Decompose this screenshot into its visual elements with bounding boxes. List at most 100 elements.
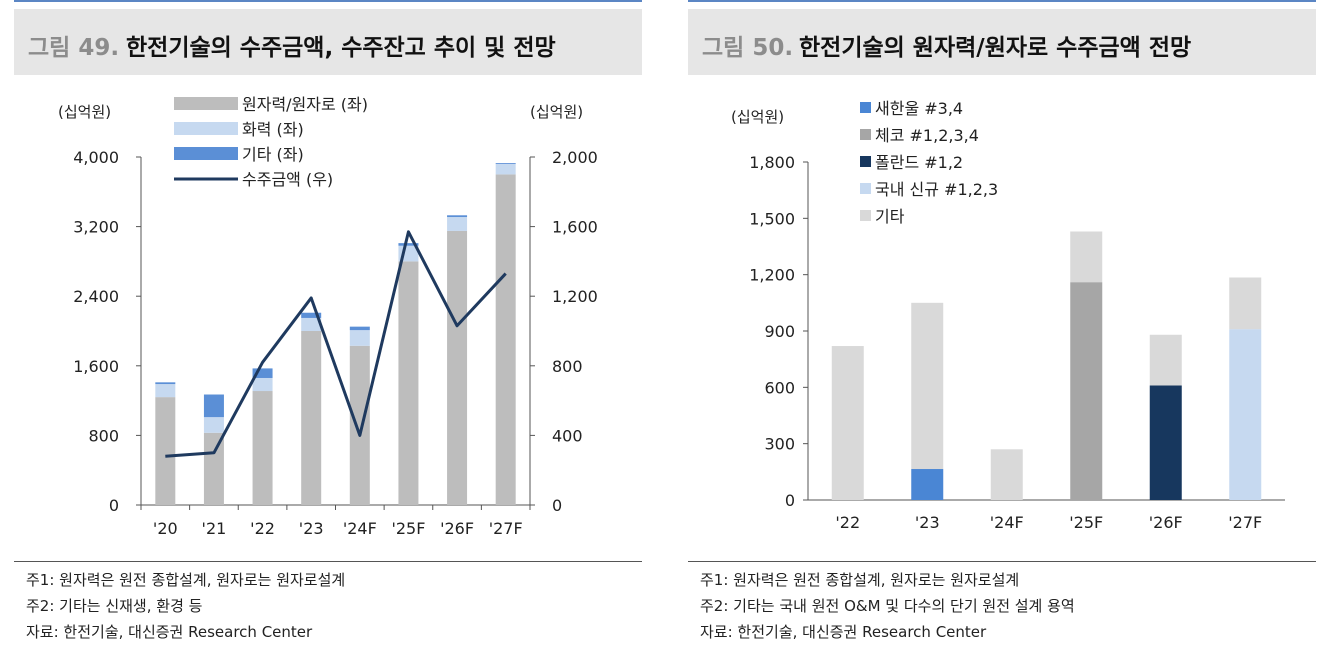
left-tick-label: 1,600	[73, 357, 119, 376]
left-tick-label: 900	[764, 322, 795, 341]
legend-swatch	[174, 147, 238, 160]
bar-segment	[990, 449, 1023, 500]
bar-segment	[911, 302, 944, 470]
bar-segment	[1229, 329, 1262, 500]
bar-segment	[447, 217, 468, 231]
x-tick-label: '24F	[990, 513, 1024, 532]
bar-segment	[252, 368, 273, 378]
legend-label: 폴란드 #1,2	[875, 153, 963, 172]
legend-swatch	[860, 129, 871, 140]
x-tick-label: '27F	[1228, 513, 1262, 532]
x-tick-label: '25F	[391, 519, 425, 538]
legend-label: 기타 (좌)	[242, 145, 304, 164]
legend-label: 새한울 #3,4	[875, 99, 963, 118]
x-tick-label: '22	[835, 513, 860, 532]
bar-segment	[495, 163, 516, 175]
left-tick-label: 4,000	[73, 148, 119, 167]
right-tick-label: 800	[552, 357, 583, 376]
figure-50-panel: 그림 50. 한전기술의 원자력/원자로 수주금액 전망 (십억원) 0 300 60…	[688, 0, 1318, 647]
bar-segment	[1229, 277, 1262, 330]
bar-segment	[155, 382, 176, 385]
figure-50-notes: 주1: 원자력은 원전 종합설계, 원자로는 원자로설계 주2: 기타는 국내 …	[700, 567, 1075, 645]
left-tick-label: 3,200	[73, 218, 119, 237]
left-tick-label: 2,400	[73, 287, 119, 306]
note-1: 주1: 원자력은 원전 종합설계, 원자로는 원자로설계	[26, 571, 346, 589]
legend-label: 원자력/원자로 (좌)	[242, 95, 368, 114]
bar-segment	[155, 397, 176, 505]
left-tick-label: 1,500	[749, 209, 795, 228]
legend-label: 체코 #1,2,3,4	[875, 126, 979, 145]
top-rule	[14, 0, 642, 2]
figure-50-title-box: 그림 50. 한전기술의 원자력/원자로 수주금액 전망	[688, 9, 1316, 75]
x-tick-label: '22	[250, 519, 275, 538]
right-axis-unit: (십억원)	[530, 103, 583, 121]
x-tick-label: '26F	[1149, 513, 1183, 532]
legend-swatch	[174, 122, 238, 135]
legend-swatch	[174, 97, 238, 110]
legend-label: 국내 신규 #1,2,3	[875, 180, 998, 199]
bar-segment	[1070, 231, 1103, 283]
source-note: 자료: 한전기술, 대신증권 Research Center	[26, 623, 313, 641]
legend-swatch	[860, 210, 871, 221]
figure-49-panel: 그림 49. 한전기술의 수주금액, 수주잔고 추이 및 전망 (십억원) (십억…	[14, 0, 644, 647]
figure-49-number: 그림 49.	[28, 35, 120, 61]
x-tick-label: '27F	[489, 519, 523, 538]
legend-swatch	[860, 156, 871, 167]
figure-49-title: 한전기술의 수주금액, 수주잔고 추이 및 전망	[126, 35, 556, 61]
bar-segment	[349, 330, 370, 346]
notes-rule	[688, 561, 1316, 562]
bar-segment	[349, 345, 370, 505]
legend-swatch	[860, 102, 871, 113]
bar-segment	[447, 230, 468, 505]
order-amount-line	[165, 230, 507, 458]
bar-segment	[301, 317, 322, 331]
figure-49-notes: 주1: 원자력은 원전 종합설계, 원자로는 원자로설계 주2: 기타는 신재생…	[26, 567, 345, 645]
left-tick-label: 0	[109, 496, 119, 515]
x-tick-label: '25F	[1069, 513, 1103, 532]
bar-segment	[911, 469, 944, 500]
bar-segment	[301, 331, 322, 505]
right-tick-label: 1,600	[552, 218, 598, 237]
note-2: 주2: 기타는 국내 원전 O&M 및 다수의 단기 원전 설계 용역	[700, 597, 1075, 615]
figure-50-number: 그림 50.	[702, 35, 794, 61]
bar-segment	[301, 312, 322, 318]
left-axis-unit: (십억원)	[731, 108, 784, 126]
bar-segment	[203, 432, 224, 505]
x-tick-label: '23	[299, 519, 324, 538]
left-tick-label: 0	[785, 491, 795, 510]
x-tick-label: '23	[915, 513, 940, 532]
note-2: 주2: 기타는 신재생, 환경 등	[26, 597, 203, 615]
x-tick-label: '21	[202, 519, 227, 538]
figure-49-chart: (십억원) (십억원) 0 0 800 400 1,600 800 2,400 1,200 3,20…	[58, 95, 598, 538]
bar-segment	[203, 394, 224, 418]
bar-segment	[1070, 282, 1103, 500]
x-tick-label: '24F	[343, 519, 377, 538]
right-tick-label: 1,200	[552, 287, 598, 306]
source-note: 자료: 한전기술, 대신증권 Research Center	[700, 623, 987, 641]
bar-segment	[447, 215, 468, 218]
bar-segment	[203, 417, 224, 433]
top-rule	[688, 0, 1316, 2]
legend-label: 화력 (좌)	[242, 120, 304, 139]
notes-rule	[14, 561, 642, 562]
right-tick-label: 0	[552, 496, 562, 515]
figure-50-chart: (십억원) 0 300 600 900 1,200 1,500 1,800 '22 '23 '24F…	[731, 99, 1285, 532]
legend-label: 기타	[875, 207, 905, 226]
left-tick-label: 300	[764, 435, 795, 454]
bar-segment	[1149, 334, 1182, 386]
left-tick-label: 600	[764, 378, 795, 397]
right-tick-label: 400	[552, 426, 583, 445]
bar-segment	[252, 391, 273, 505]
legend-swatch	[860, 183, 871, 194]
bar-segment	[252, 377, 273, 392]
bar-segment	[398, 261, 419, 505]
figure-50-title: 한전기술의 원자력/원자로 수주금액 전망	[799, 35, 1192, 61]
bar-segment	[831, 346, 864, 500]
right-tick-label: 2,000	[552, 148, 598, 167]
figure-49-title-box: 그림 49. 한전기술의 수주금액, 수주잔고 추이 및 전망	[14, 9, 642, 75]
legend-label: 수주금액 (우)	[242, 170, 333, 189]
left-tick-label: 1,800	[749, 153, 795, 172]
bar-segment	[495, 174, 516, 505]
bar-segment	[155, 384, 176, 398]
x-tick-label: '20	[153, 519, 178, 538]
